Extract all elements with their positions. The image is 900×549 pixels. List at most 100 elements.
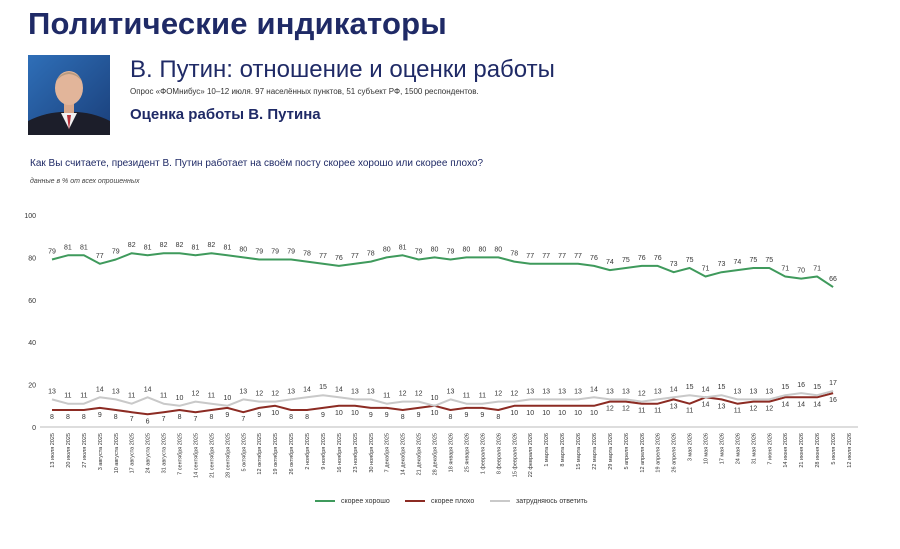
x-tick-label: 22 марта 2026 <box>592 433 598 470</box>
x-tick-label: 30 ноября 2025 <box>369 433 375 473</box>
data-label-bad: 8 <box>82 414 86 421</box>
data-label-good: 76 <box>638 255 646 262</box>
data-label-bad: 8 <box>209 414 213 421</box>
data-label-good: 81 <box>144 244 152 251</box>
legend-item-bad: скорее плохо <box>405 495 474 507</box>
data-label-good: 76 <box>335 255 343 262</box>
data-label-bad: 9 <box>480 412 484 419</box>
units-note: данные в % от всех опрошенных <box>30 178 140 185</box>
data-label-good: 74 <box>606 259 614 266</box>
x-tick-label: 9 ноября 2025 <box>321 433 327 470</box>
data-label-good: 80 <box>463 246 471 253</box>
x-tick-label: 31 августа 2025 <box>162 433 168 473</box>
data-label-hard: 13 <box>734 388 742 395</box>
data-label-good: 80 <box>239 246 247 253</box>
data-label-hard: 15 <box>319 384 327 391</box>
x-tick-label: 16 ноября 2025 <box>337 433 343 473</box>
x-tick-label: 24 мая 2026 <box>735 433 741 464</box>
subtitle: В. Путин: отношение и оценки работы <box>130 56 555 83</box>
legend-swatch-hard <box>490 500 510 502</box>
data-label-hard: 14 <box>144 386 152 393</box>
data-label-bad: 8 <box>50 414 54 421</box>
x-tick-label: 3 августа 2025 <box>98 433 104 470</box>
data-label-bad: 9 <box>417 412 421 419</box>
data-label-good: 77 <box>526 253 534 260</box>
data-label-hard: 15 <box>813 384 821 391</box>
series-line-bad <box>52 392 834 416</box>
data-label-hard: 12 <box>399 391 407 398</box>
x-tick-label: 7 июня 2026 <box>767 433 773 465</box>
data-label-good: 71 <box>781 265 789 272</box>
data-label-good: 76 <box>654 255 662 262</box>
data-label-bad: 10 <box>542 410 550 417</box>
x-tick-label: 21 июня 2026 <box>799 433 805 468</box>
data-label-hard: 15 <box>781 384 789 391</box>
data-label-bad: 10 <box>351 410 359 417</box>
series-line-hard <box>51 390 834 407</box>
x-tick-label: 15 февраля 2026 <box>512 433 518 477</box>
data-label-good: 80 <box>431 246 439 253</box>
data-label-bad: 12 <box>749 406 757 413</box>
data-label-hard: 13 <box>351 388 359 395</box>
data-label-hard: 12 <box>192 391 200 398</box>
data-label-hard: 13 <box>574 388 582 395</box>
data-label-bad: 10 <box>510 410 518 417</box>
data-label-hard: 11 <box>160 393 167 400</box>
x-tick-label: 25 января 2026 <box>464 433 470 472</box>
x-tick-label: 7 декабря 2025 <box>385 433 391 472</box>
data-label-hard: 12 <box>510 391 518 398</box>
data-label-hard: 13 <box>558 388 566 395</box>
data-label-bad: 11 <box>734 408 741 415</box>
data-label-good: 79 <box>415 249 423 256</box>
x-tick-label: 8 февраля 2026 <box>496 433 502 474</box>
data-label-bad: 8 <box>114 414 118 421</box>
y-tick-label: 20 <box>28 383 36 390</box>
data-label-good: 81 <box>64 244 72 251</box>
data-label-hard: 15 <box>718 384 726 391</box>
data-label-good: 79 <box>112 249 120 256</box>
data-label-good: 80 <box>383 246 391 253</box>
x-tick-label: 14 сентября 2025 <box>193 433 199 478</box>
data-label-hard: 17 <box>829 380 837 387</box>
legend-swatch-good <box>315 500 335 502</box>
data-label-bad: 7 <box>162 416 166 423</box>
data-label-hard: 13 <box>542 388 550 395</box>
data-label-good: 80 <box>478 246 486 253</box>
data-label-bad: 8 <box>66 414 70 421</box>
x-tick-label: 14 декабря 2025 <box>401 433 407 475</box>
x-tick-label: 1 марта 2026 <box>544 433 550 467</box>
x-tick-label: 12 апреля 2026 <box>640 433 646 473</box>
y-tick-label: 40 <box>28 340 36 347</box>
data-label-good: 80 <box>494 246 502 253</box>
legend-label-hard: затрудняюсь ответить <box>516 497 588 505</box>
data-label-good: 77 <box>96 253 104 260</box>
data-label-bad: 7 <box>194 416 198 423</box>
legend-swatch-bad <box>405 500 425 502</box>
legend-label-good: скорее хорошо <box>341 497 390 505</box>
data-label-hard: 14 <box>303 386 311 393</box>
data-label-bad: 10 <box>526 410 534 417</box>
data-label-good: 79 <box>48 249 56 256</box>
x-tick-label: 29 марта 2026 <box>608 433 614 470</box>
data-label-good: 73 <box>670 261 678 268</box>
x-tick-label: 5 октября 2025 <box>241 433 247 472</box>
data-label-good: 79 <box>287 249 295 256</box>
x-tick-label: 10 августа 2025 <box>114 433 120 473</box>
data-label-good: 77 <box>319 253 327 260</box>
data-label-good: 78 <box>367 251 375 258</box>
data-label-hard: 15 <box>686 384 694 391</box>
legend-item-good: скорее хорошо <box>315 495 390 507</box>
data-label-good: 82 <box>176 242 184 249</box>
data-label-hard: 13 <box>48 388 56 395</box>
data-label-bad: 11 <box>686 408 693 415</box>
x-tick-label: 7 сентября 2025 <box>178 433 184 475</box>
data-label-bad: 7 <box>241 416 245 423</box>
data-label-bad: 13 <box>670 403 678 410</box>
data-label-hard: 12 <box>255 391 263 398</box>
data-label-bad: 9 <box>257 412 261 419</box>
data-label-good: 73 <box>718 261 726 268</box>
x-tick-label: 5 апреля 2026 <box>624 433 630 470</box>
data-label-good: 71 <box>813 265 821 272</box>
x-tick-label: 28 сентября 2025 <box>225 433 231 478</box>
data-label-hard: 16 <box>797 382 805 389</box>
